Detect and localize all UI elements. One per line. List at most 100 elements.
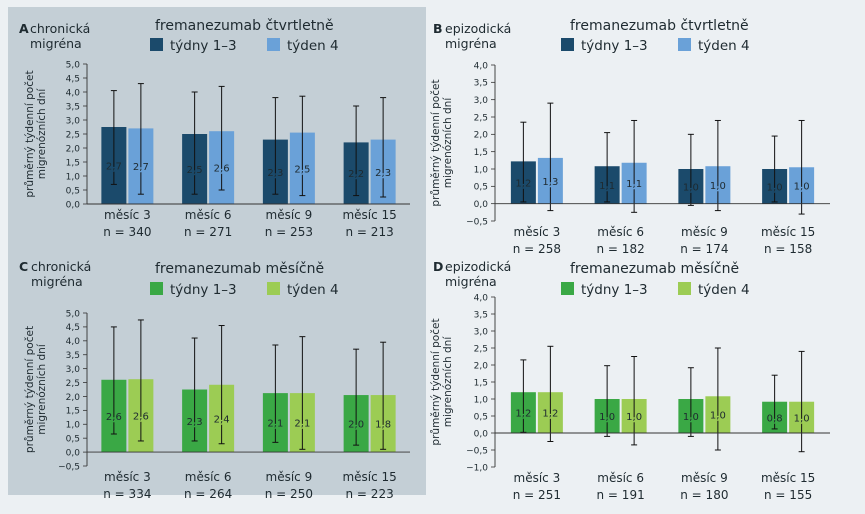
data-label: 2,3 bbox=[267, 168, 283, 179]
y-tick-label: −0,5 bbox=[58, 462, 80, 472]
y-tick-label: 3,0 bbox=[474, 327, 489, 337]
n-label: n = 253 bbox=[265, 225, 313, 239]
y-tick-label: 1,5 bbox=[474, 378, 488, 388]
y-tick-label: 1,5 bbox=[66, 158, 80, 168]
legend-swatch bbox=[150, 38, 163, 51]
panel-condition: chronická migréna bbox=[30, 21, 90, 51]
data-label: 2,5 bbox=[187, 165, 203, 176]
category-label: měsíc 6 bbox=[185, 208, 232, 222]
category-label: měsíc 6 bbox=[185, 470, 232, 484]
data-label: 1,0 bbox=[683, 412, 699, 423]
n-label: n = 258 bbox=[513, 242, 561, 256]
y-tick-label: 0,5 bbox=[66, 434, 80, 444]
y-tick-label: 2,5 bbox=[66, 379, 80, 389]
n-label: n = 182 bbox=[597, 242, 645, 256]
data-label: 2,1 bbox=[267, 419, 283, 430]
legend-label: týdny 1–3 bbox=[170, 38, 237, 54]
y-tick-label: 4,5 bbox=[66, 323, 80, 333]
n-label: n = 180 bbox=[680, 488, 728, 502]
category-label: měsíc 9 bbox=[681, 471, 728, 485]
n-label: n = 340 bbox=[103, 225, 151, 239]
data-label: 2,5 bbox=[294, 164, 310, 175]
y-axis-label: průměrný týdenní početmigrenózních dní bbox=[24, 70, 48, 197]
n-label: n = 334 bbox=[103, 487, 151, 501]
data-label: 1,3 bbox=[542, 177, 558, 188]
y-tick-label: −0,5 bbox=[466, 217, 488, 227]
category-label: měsíc 9 bbox=[681, 225, 728, 239]
data-label: 1,0 bbox=[599, 412, 615, 423]
category-label: měsíc 9 bbox=[266, 208, 313, 222]
y-tick-label: 3,5 bbox=[474, 310, 488, 320]
data-label: 1,0 bbox=[794, 413, 810, 424]
panel-condition: chronická migréna bbox=[31, 259, 91, 289]
legend-label: týden 4 bbox=[698, 282, 750, 298]
y-tick-label: 2,0 bbox=[66, 393, 81, 403]
y-tick-label: 4,0 bbox=[474, 61, 489, 71]
data-label: 1,1 bbox=[599, 181, 615, 192]
panel-condition: epizodická migréna bbox=[445, 21, 511, 51]
n-label: n = 158 bbox=[764, 242, 812, 256]
data-label: 1,2 bbox=[515, 179, 531, 190]
chart-title: fremanezumab měsíčně bbox=[155, 261, 324, 277]
data-label: 1,0 bbox=[794, 181, 810, 192]
legend-label: týdny 1–3 bbox=[581, 38, 648, 54]
legend-swatch bbox=[678, 38, 691, 51]
n-label: n = 223 bbox=[346, 487, 394, 501]
y-tick-label: 3,0 bbox=[66, 365, 81, 375]
y-tick-label: 4,5 bbox=[66, 74, 80, 84]
legend-swatch bbox=[561, 282, 574, 295]
y-tick-label: 4,0 bbox=[474, 293, 489, 303]
y-tick-label: 5,0 bbox=[66, 309, 81, 319]
chart-title: fremanezumab měsíčně bbox=[570, 261, 739, 277]
category-label: měsíc 15 bbox=[342, 470, 396, 484]
y-tick-label: 4,0 bbox=[66, 88, 81, 98]
legend-label: týden 4 bbox=[287, 282, 339, 298]
data-label: 2,2 bbox=[348, 169, 364, 180]
panel-letter: A bbox=[19, 21, 29, 36]
category-label: měsíc 15 bbox=[342, 208, 396, 222]
y-tick-label: 3,5 bbox=[474, 79, 488, 89]
category-label: měsíc 15 bbox=[761, 471, 815, 485]
data-label: 1,2 bbox=[542, 409, 558, 420]
legend-swatch bbox=[678, 282, 691, 295]
y-tick-label: 3,5 bbox=[66, 102, 80, 112]
data-label: 2,3 bbox=[375, 168, 391, 179]
category-label: měsíc 3 bbox=[104, 470, 151, 484]
data-label: 1,0 bbox=[683, 182, 699, 193]
n-label: n = 174 bbox=[680, 242, 728, 256]
y-tick-label: 2,0 bbox=[474, 131, 489, 141]
data-label: 2,4 bbox=[214, 414, 230, 425]
panel-letter: D bbox=[433, 259, 443, 274]
y-tick-label: 2,5 bbox=[474, 344, 488, 354]
n-label: n = 251 bbox=[513, 488, 561, 502]
data-label: 2,7 bbox=[106, 162, 122, 173]
data-label: 1,8 bbox=[375, 420, 391, 431]
y-tick-label: 1,0 bbox=[474, 165, 489, 175]
y-tick-label: 2,5 bbox=[474, 113, 488, 123]
data-label: 2,7 bbox=[133, 162, 149, 173]
y-tick-label: 2,0 bbox=[66, 144, 81, 154]
y-tick-label: 1,5 bbox=[474, 148, 488, 158]
data-label: 2,6 bbox=[106, 412, 122, 423]
panel-letter: B bbox=[433, 21, 443, 36]
category-label: měsíc 15 bbox=[761, 225, 815, 239]
category-label: měsíc 3 bbox=[514, 225, 561, 239]
y-tick-label: 4,0 bbox=[66, 337, 81, 347]
y-tick-label: 0,0 bbox=[66, 448, 81, 458]
chart-title: fremanezumab čtvrtletně bbox=[570, 18, 749, 34]
y-axis-label: průměrný týdenní početmigrenózních dní bbox=[430, 318, 454, 445]
n-label: n = 271 bbox=[184, 225, 232, 239]
y-tick-label: −1,0 bbox=[466, 463, 488, 473]
y-tick-label: −0,5 bbox=[466, 446, 488, 456]
panel-condition: epizodická migréna bbox=[445, 259, 511, 289]
n-label: n = 264 bbox=[184, 487, 232, 501]
panel-letter: C bbox=[19, 259, 28, 274]
legend-label: týdny 1–3 bbox=[170, 282, 237, 298]
category-label: měsíc 6 bbox=[597, 225, 644, 239]
data-label: 2,6 bbox=[214, 164, 230, 175]
legend-label: týdny 1–3 bbox=[581, 282, 648, 298]
